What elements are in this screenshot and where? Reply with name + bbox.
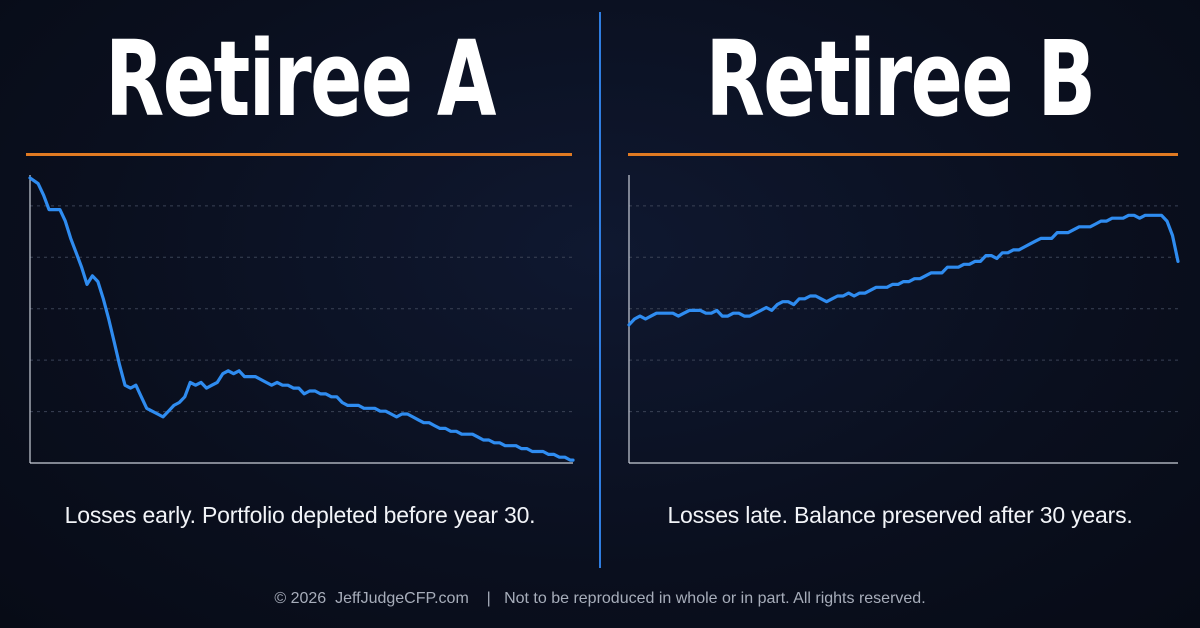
- title-underline: [628, 153, 1178, 156]
- retiree-b-panel: Retiree B Losses late. Balance preserved…: [600, 0, 1200, 580]
- footer-notice: Not to be reproduced in whole or in part…: [504, 590, 926, 607]
- footer-copyright: © 2026 JeffJudgeCFP.com: [274, 590, 469, 607]
- panel-divider: [599, 12, 601, 568]
- series-line: [627, 213, 1180, 327]
- panel-title: Retiree B: [705, 18, 1096, 140]
- panel-caption: Losses late. Balance preserved after 30 …: [667, 502, 1133, 528]
- footer-separator: |: [486, 590, 491, 607]
- panel-title: Retiree A: [104, 18, 496, 140]
- series-line: [28, 176, 575, 462]
- title-underline: [26, 153, 572, 156]
- retiree-a-panel: Retiree A Losses early. Portfolio deplet…: [0, 0, 600, 580]
- retiree-b-chart: [627, 175, 1180, 464]
- retiree-a-chart: [28, 175, 575, 464]
- footer: © 2026 JeffJudgeCFP.com | Not to be repr…: [0, 590, 1200, 608]
- panel-caption: Losses early. Portfolio depleted before …: [64, 502, 536, 528]
